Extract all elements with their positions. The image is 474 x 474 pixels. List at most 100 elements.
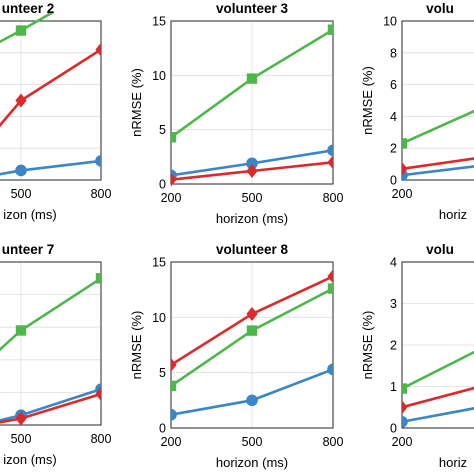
x-tick-label: 800 [91,432,112,446]
axes-box [170,20,334,185]
axes-box [401,261,474,429]
data-point-blue [327,144,333,157]
axes-box [401,20,474,181]
data-point-red [171,172,177,187]
x-tick-label: 800 [323,435,344,449]
data-point-green [402,138,408,149]
x-axis-label: izon (ms) [3,452,56,467]
series-line-blue [402,165,474,177]
data-point-red [95,387,101,402]
data-point-green [15,325,27,336]
data-point-blue [327,363,333,376]
y-tick-label: 10 [383,15,397,29]
data-point-blue [171,408,177,421]
y-tick-label: 5 [159,366,166,380]
x-axis-label: horizon (ms) [216,211,288,226]
series-line-red [402,386,474,409]
y-tick-label: 4 [390,110,397,124]
y-tick-label: 0 [390,174,397,188]
x-tick-label: 800 [91,187,112,201]
data-point-green [246,73,258,84]
panel-title: volunteer 8 [216,242,289,257]
gridlines [401,20,474,181]
series-line-red [0,48,101,128]
y-tick-label: 2 [390,339,397,353]
data-point-green [171,132,177,143]
series-line-green [402,109,474,145]
y-axis-label: nRMSE (%) [129,311,144,380]
y-tick-label: 4 [390,256,397,270]
data-point-green [246,325,258,336]
y-axis-label: nRMSE (%) [360,66,375,135]
panel-3: 0 2 4 6 8 10 200 volu horiz nRMSE (%) [360,1,474,222]
x-axis-label: horiz [439,455,467,470]
axes-box [0,20,102,181]
y-tick-label: 0 [390,422,397,436]
data-point-red [15,411,27,426]
data-point-red [327,269,333,284]
panel-4: 500 800 unteer 7 izon (ms) [0,242,111,467]
data-point-green [402,383,408,394]
data-point-red [402,400,408,415]
data-point-red [246,163,258,178]
y-tick-label: 8 [390,46,397,60]
data-point-blue [402,415,408,428]
data-point-green [327,24,333,35]
x-tick-label: 200 [161,435,182,449]
y-tick-label: 15 [152,256,166,270]
panel-title: volu [426,242,454,257]
panel-5: 0 5 10 15 200 500 800 volunteer 8 horizon (ms) nR… [129,242,343,470]
data-point-blue [15,164,27,177]
x-axis-label: izon (ms) [3,207,56,222]
y-tick-label: 2 [390,142,397,156]
y-tick-label: 3 [390,297,397,311]
data-point-green [171,380,177,392]
data-point-red [402,161,408,176]
y-tick-label: 0 [159,422,166,436]
data-point-green [95,273,101,284]
x-tick-label: 500 [242,435,263,449]
y-tick-label: 5 [159,123,166,137]
axes-box [170,261,334,429]
series-line-green [402,350,474,390]
y-tick-label: 6 [390,78,397,92]
series-line-blue [402,407,474,424]
x-tick-label: 200 [392,435,413,449]
y-tick-label: 10 [152,69,166,83]
data-point-blue [246,157,258,170]
data-point-red [15,93,27,108]
data-point-green [327,283,333,294]
y-tick-label: 0 [159,178,166,192]
series-line-blue [0,159,101,176]
x-tick-label: 500 [242,191,263,205]
y-tick-label: 15 [152,15,166,29]
x-tick-label: 500 [11,187,32,201]
data-point-red [171,357,177,372]
x-axis-label: horizon (ms) [216,455,288,470]
x-tick-label: 500 [11,432,32,446]
panel-1: 500 800 unteer 2 izon (ms) [0,1,112,222]
panel-title: unteer 7 [2,242,55,257]
y-tick-label: 1 [390,380,397,394]
x-tick-label: 200 [392,187,413,201]
series-line-red [0,392,101,424]
data-point-green [15,25,27,36]
y-tick-label: 10 [152,311,166,325]
gridlines [0,20,102,181]
panel-title: volunteer 3 [216,1,289,16]
y-axis-label: nRMSE (%) [360,311,375,380]
panel-2: 0 5 10 15 200 500 800 volunteer 3 horizon (ms) nR… [129,1,343,226]
panel-title: volu [426,1,454,16]
data-point-red [327,155,333,170]
panel-title: unteer 2 [2,1,55,16]
series-line-blue [0,387,101,422]
series-line-red [402,157,474,171]
x-tick-label: 800 [323,191,344,205]
data-point-blue [246,394,258,407]
panel-6: 0 1 2 3 4 200 volu horiz nRMSE (%) [360,242,474,470]
gridlines [0,261,102,426]
series-line-green [0,277,101,352]
x-axis-label: horiz [439,207,467,222]
axes-box [0,261,102,426]
